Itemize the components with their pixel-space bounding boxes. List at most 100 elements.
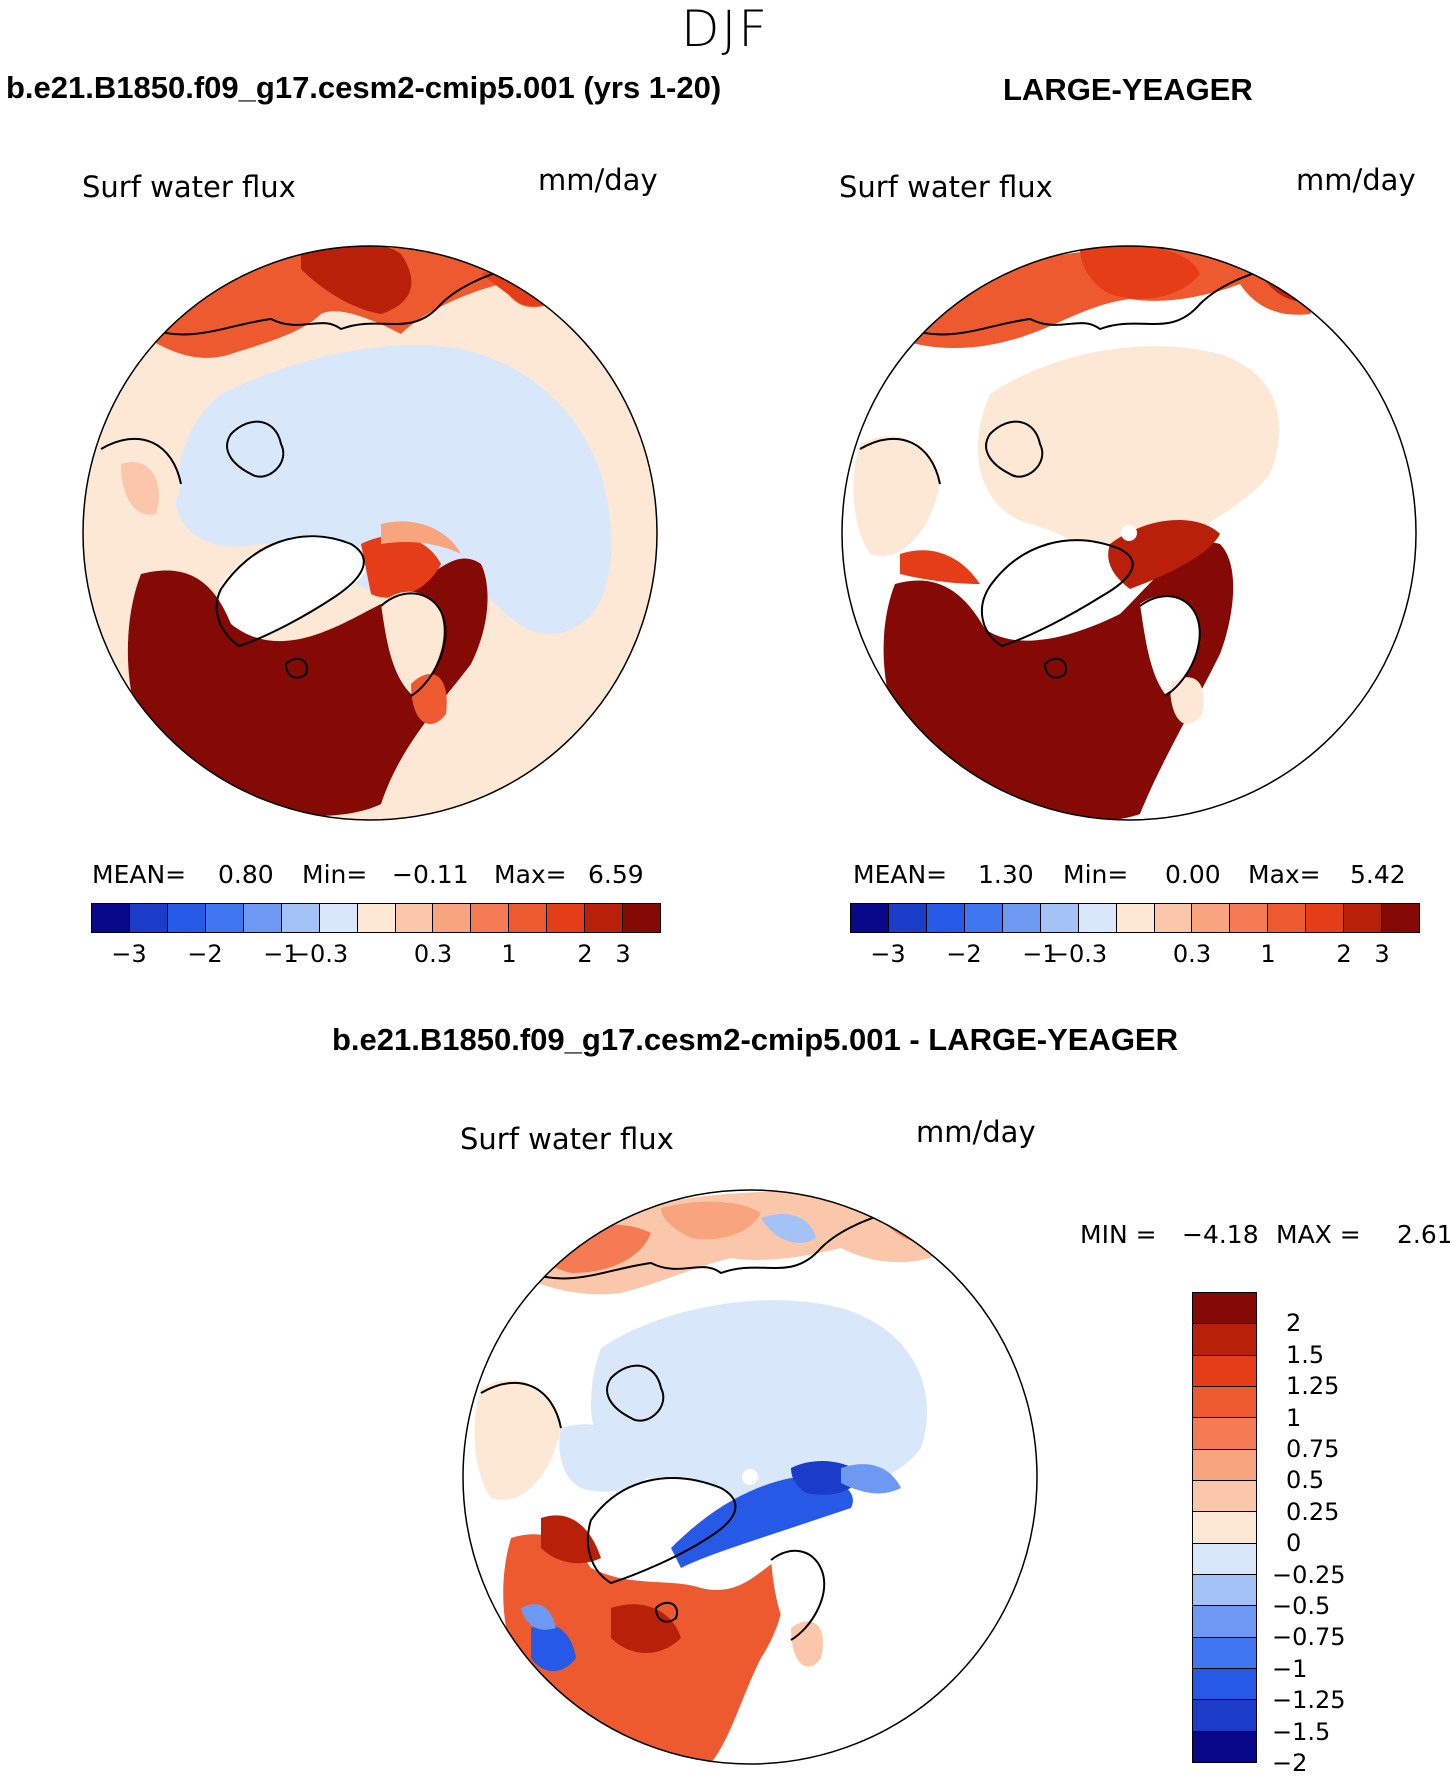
colorbar-tick-label: 2 xyxy=(1336,940,1352,968)
right-max-label: Max= xyxy=(1248,860,1321,889)
left-colorbar xyxy=(91,903,661,933)
colorbar-swatch xyxy=(1193,1668,1256,1701)
colorbar-swatch xyxy=(1193,1574,1256,1607)
left-variable-label: Surf water flux xyxy=(82,170,296,204)
colorbar-swatch xyxy=(1193,1480,1256,1513)
diff-min-label: MIN = xyxy=(1080,1220,1157,1249)
colorbar-swatch xyxy=(243,904,282,932)
diff-colorbar xyxy=(1192,1292,1257,1763)
colorbar-swatch xyxy=(1193,1418,1256,1450)
left-mean-value: 0.80 xyxy=(218,860,274,889)
colorbar-swatch xyxy=(623,904,661,932)
colorbar-swatch xyxy=(1193,1355,1256,1387)
left-panel-title: b.e21.B1850.f09_g17.cesm2-cmip5.001 (yrs… xyxy=(6,70,722,105)
colorbar-tick-label: −1 xyxy=(263,940,299,968)
colorbar-swatch xyxy=(1344,904,1383,932)
colorbar-swatch xyxy=(471,904,510,932)
colorbar-swatch xyxy=(433,904,472,932)
diff-max-value: 2.61 xyxy=(1397,1220,1450,1249)
colorbar-swatch xyxy=(1193,1386,1256,1419)
colorbar-swatch xyxy=(205,904,244,932)
colorbar-swatch xyxy=(964,904,1003,932)
colorbar-swatch xyxy=(1040,904,1079,932)
diff-polar-map xyxy=(462,1189,1038,1765)
right-panel-title: LARGE-YEAGER xyxy=(1003,72,1253,107)
colorbar-tick-label: 1.5 xyxy=(1286,1340,1325,1369)
colorbar-swatch xyxy=(1192,904,1231,932)
colorbar-swatch xyxy=(1230,904,1269,932)
colorbar-swatch xyxy=(1002,904,1041,932)
right-colorbar-ticks: −3 −2 −1 −0.3 0.3 1 2 3 xyxy=(850,940,1420,970)
left-min-label: Min= xyxy=(302,860,368,889)
colorbar-swatch xyxy=(1078,904,1117,932)
colorbar-tick-label: −0.5 xyxy=(1272,1592,1331,1620)
colorbar-swatch xyxy=(1382,904,1420,932)
colorbar-tick-label: 3 xyxy=(615,940,631,968)
diff-max-label: MAX = xyxy=(1276,1220,1361,1249)
colorbar-swatch xyxy=(585,904,624,932)
colorbar-swatch xyxy=(129,904,168,932)
colorbar-tick-label: −0.25 xyxy=(1272,1560,1346,1589)
left-max-value: 6.59 xyxy=(588,860,644,889)
colorbar-swatch xyxy=(1193,1606,1256,1638)
colorbar-swatch xyxy=(357,904,396,932)
colorbar-tick-label: 1.25 xyxy=(1286,1372,1340,1401)
left-min-value: −0.11 xyxy=(392,860,469,889)
colorbar-swatch xyxy=(851,904,889,932)
colorbar-tick-label: 0.3 xyxy=(1172,940,1212,968)
colorbar-swatch xyxy=(1268,904,1307,932)
colorbar-tick-label: −3 xyxy=(111,940,147,968)
colorbar-tick-label: 1 xyxy=(501,940,517,968)
colorbar-tick-label: −0.3 xyxy=(289,940,349,968)
right-mean-label: MEAN= xyxy=(853,860,948,889)
left-colorbar-ticks: −3 −2 −1 −0.3 0.3 1 2 3 xyxy=(91,940,661,970)
colorbar-tick-label: 0 xyxy=(1286,1529,1302,1558)
colorbar-swatch xyxy=(1193,1637,1256,1669)
right-colorbar xyxy=(850,903,1420,933)
colorbar-swatch xyxy=(547,904,586,932)
colorbar-tick-label: −2 xyxy=(1272,1749,1308,1777)
colorbar-tick-label: 2 xyxy=(577,940,593,968)
colorbar-swatch xyxy=(1193,1512,1256,1544)
colorbar-swatch xyxy=(509,904,548,932)
colorbar-swatch xyxy=(319,904,358,932)
colorbar-tick-label: −1 xyxy=(1272,1654,1308,1683)
colorbar-tick-label: 1 xyxy=(1260,940,1276,968)
diff-colorbar-ticks: 2 1.5 1.25 1 0.75 0.5 0.25 0 −0.25 −0.5 −0.75 −1 −1.… xyxy=(1272,1292,1372,1777)
colorbar-tick-label: 0.5 xyxy=(1286,1466,1325,1495)
colorbar-swatch xyxy=(1193,1449,1256,1481)
colorbar-swatch xyxy=(281,904,320,932)
diff-units-label: mm/day xyxy=(916,1115,1036,1149)
colorbar-tick-label: −1.5 xyxy=(1272,1717,1331,1746)
colorbar-swatch xyxy=(1193,1700,1256,1732)
colorbar-tick-label: −2 xyxy=(187,940,223,968)
colorbar-swatch xyxy=(1193,1324,1256,1356)
colorbar-tick-label: −1.25 xyxy=(1272,1686,1346,1715)
colorbar-swatch xyxy=(1193,1293,1256,1325)
colorbar-tick-label: −0.3 xyxy=(1048,940,1108,968)
left-polar-map xyxy=(82,245,658,821)
colorbar-tick-label: 1 xyxy=(1286,1403,1302,1432)
colorbar-tick-label: 3 xyxy=(1374,940,1390,968)
season-title: DJF xyxy=(680,0,769,58)
right-max-value: 5.42 xyxy=(1350,860,1406,889)
right-min-value: 0.00 xyxy=(1165,860,1221,889)
colorbar-swatch xyxy=(926,904,965,932)
colorbar-tick-label: 0.75 xyxy=(1286,1435,1340,1463)
left-mean-label: MEAN= xyxy=(92,860,187,889)
colorbar-swatch xyxy=(1306,904,1345,932)
colorbar-swatch xyxy=(1154,904,1193,932)
right-polar-map xyxy=(841,245,1417,821)
left-units-label: mm/day xyxy=(538,163,658,197)
colorbar-swatch xyxy=(1116,904,1155,932)
diff-variable-label: Surf water flux xyxy=(460,1122,674,1156)
colorbar-swatch xyxy=(167,904,206,932)
colorbar-swatch xyxy=(1193,1731,1256,1762)
right-min-label: Min= xyxy=(1063,860,1129,889)
colorbar-tick-label: −1 xyxy=(1022,940,1058,968)
diff-panel-title: b.e21.B1850.f09_g17.cesm2-cmip5.001 - LA… xyxy=(332,1022,1178,1057)
colorbar-swatch xyxy=(888,904,927,932)
colorbar-tick-label: −0.75 xyxy=(1272,1623,1346,1652)
colorbar-tick-label: 2 xyxy=(1286,1309,1302,1338)
colorbar-swatch xyxy=(92,904,130,932)
